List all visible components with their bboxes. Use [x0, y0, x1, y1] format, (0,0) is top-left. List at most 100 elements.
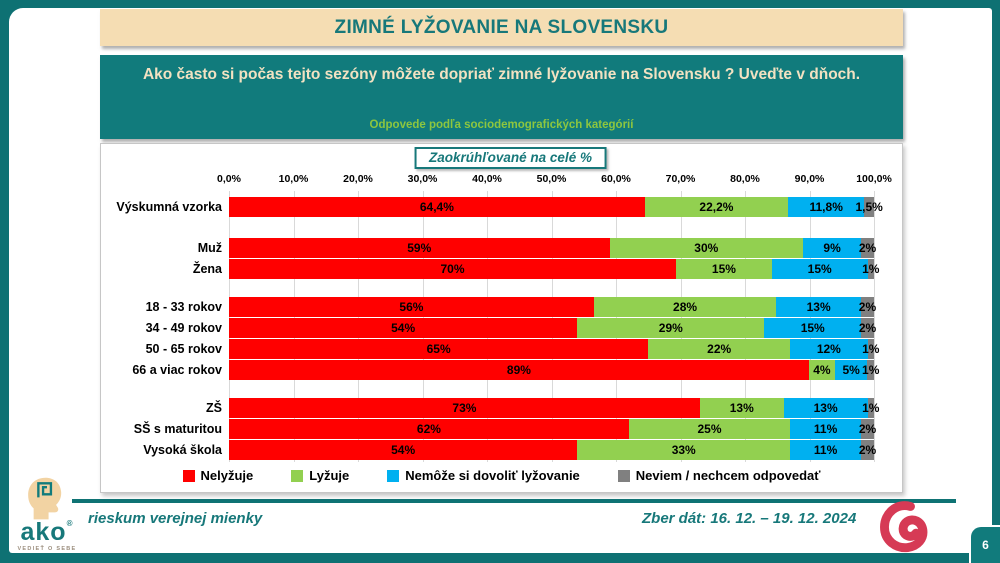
axis-tick-label: 100,0% — [856, 173, 892, 185]
segment-value-label: 70% — [440, 262, 465, 276]
bar-segment: 1% — [862, 339, 879, 359]
bar-segment: 13% — [783, 398, 868, 418]
segment-value-label: 15% — [807, 262, 832, 276]
bar-segment: 28% — [593, 297, 777, 317]
bar-row: 62% 25% 11% 2% — [229, 419, 877, 439]
axis-tick-label: 20,0% — [343, 173, 373, 185]
segment-value-label: 11,8% — [809, 200, 843, 214]
bar-row: 73% 13% 13% 1% — [229, 398, 879, 418]
segment-value-label: 4% — [813, 363, 831, 377]
legend-swatch — [182, 469, 195, 482]
bar-segment: 15% — [764, 318, 862, 338]
bar-segment: 22,2% — [644, 197, 789, 217]
legend-item: Lyžuje — [291, 468, 349, 483]
bar-row: 54% 33% 11% 2% — [229, 440, 877, 460]
bar-row: 89% 4% 5% 1% — [229, 360, 879, 380]
bar-segment: 5% — [834, 360, 868, 380]
segment-value-label: 59% — [407, 241, 432, 255]
title-bar: ZIMNÉ LYŽOVANIE NA SLOVENSKU — [100, 9, 903, 46]
bar-segment: 59% — [229, 238, 610, 258]
category-label: 34 - 49 rokov — [145, 321, 222, 335]
page-title: ZIMNÉ LYŽOVANIE NA SLOVENSKU — [334, 16, 669, 38]
footer-tagline: rieskum verejnej mienky — [88, 510, 263, 527]
legend-label: Nemôže si dovoliť lyžovanie — [405, 468, 580, 483]
bar-segment: 33% — [577, 440, 791, 460]
rounding-note: Zaokrúhľované na celé % — [414, 147, 607, 169]
segment-value-label: 1% — [862, 401, 880, 415]
axis-tick-label: 90,0% — [794, 173, 825, 185]
question-text: Ako často si počas tejto sezóny môžete d… — [142, 66, 861, 83]
bar-row: 56% 28% 13% 2% — [229, 297, 877, 317]
grid-line — [874, 191, 875, 462]
segment-value-label: 64,4% — [419, 200, 454, 214]
legend-label: Neviem / nechcem odpovedať — [635, 468, 821, 483]
segment-value-label: 62% — [416, 422, 441, 436]
data-collection-dates: Zber dát: 16. 12. – 19. 12. 2024 — [642, 510, 857, 527]
segment-value-label: 12% — [816, 342, 841, 356]
bar-row: 59% 30% 9% 2% — [229, 238, 877, 258]
axis-tick-label: 30,0% — [407, 173, 438, 185]
segment-value-label: 2% — [858, 443, 877, 457]
axis-tick-label: 50,0% — [536, 173, 567, 185]
segment-value-label: 2% — [858, 422, 877, 436]
segment-value-label: 56% — [399, 300, 424, 314]
question-box: Ako často si počas tejto sezóny môžete d… — [100, 55, 903, 139]
segment-value-label: 22% — [707, 342, 732, 356]
category-label: 50 - 65 rokov — [145, 342, 222, 356]
category-label: SŠ s maturitou — [133, 422, 222, 436]
category-label: 18 - 33 rokov — [145, 300, 222, 314]
segment-value-label: 22,2% — [699, 200, 734, 214]
segment-value-label: 5% — [842, 363, 860, 377]
bar-segment: 11% — [790, 440, 862, 460]
bar-segment: 25% — [628, 419, 791, 439]
bar-segment: 73% — [229, 398, 700, 418]
segment-value-label: 29% — [658, 321, 683, 335]
segment-value-label: 2% — [858, 300, 877, 314]
segment-value-label: 2% — [858, 241, 877, 255]
legend-label: Lyžuje — [309, 468, 350, 483]
axis-tick-label: 0,0% — [217, 173, 241, 185]
bar-segment: 11% — [790, 419, 862, 439]
segment-value-label: 73% — [452, 401, 477, 415]
bar-segment: 1% — [862, 360, 879, 380]
segment-value-label: 13% — [813, 401, 838, 415]
segment-value-label: 11% — [813, 422, 838, 436]
bar-segment: 13% — [776, 297, 861, 317]
legend-swatch — [387, 469, 400, 482]
bar-row: 54% 29% 15% 2% — [229, 318, 876, 338]
segment-value-label: 33% — [671, 443, 696, 457]
segment-value-label: 13% — [729, 401, 754, 415]
chart-panel: Zaokrúhľované na celé % Nelyžuje Lyžuje Ne… — [100, 143, 903, 493]
logo-wordmark: ako® — [20, 518, 74, 546]
segment-value-label: 1% — [862, 262, 880, 276]
red-spiral-icon — [880, 501, 928, 553]
bar-segment: 65% — [229, 339, 649, 359]
footer-divider — [72, 499, 956, 503]
segment-value-label: 1,5% — [855, 200, 883, 214]
bar-segment: 2% — [858, 440, 877, 460]
bar-segment: 22% — [648, 339, 791, 359]
segment-value-label: 15% — [711, 262, 736, 276]
segment-value-label: 30% — [694, 241, 719, 255]
legend-item: Nelyžuje — [182, 468, 253, 483]
segment-value-label: 9% — [823, 241, 841, 255]
legend-swatch — [617, 469, 630, 482]
chart-legend: Nelyžuje Lyžuje Nemôže si dovoliť lyžovani… — [101, 468, 902, 483]
bar-segment: 54% — [229, 318, 578, 338]
bar-segment: 1% — [862, 259, 879, 279]
bar-segment: 12% — [790, 339, 868, 359]
bar-segment: 1% — [862, 398, 879, 418]
category-label: ZŠ — [206, 401, 222, 415]
axis-tick-label: 10,0% — [278, 173, 309, 185]
segment-value-label: 54% — [391, 321, 416, 335]
axis-tick-label: 80,0% — [730, 173, 760, 185]
legend-item: Nemôže si dovoliť lyžovanie — [387, 468, 580, 483]
bar-segment: 11,8% — [788, 197, 865, 217]
segment-value-label: 11% — [813, 443, 838, 457]
bar-row: 70% 15% 15% 1% — [229, 259, 879, 279]
category-label: Vysoká škola — [143, 443, 222, 457]
bar-segment: 2% — [858, 297, 877, 317]
bar-row: 65% 22% 12% 1% — [229, 339, 879, 359]
bar-segment: 15% — [676, 259, 772, 279]
